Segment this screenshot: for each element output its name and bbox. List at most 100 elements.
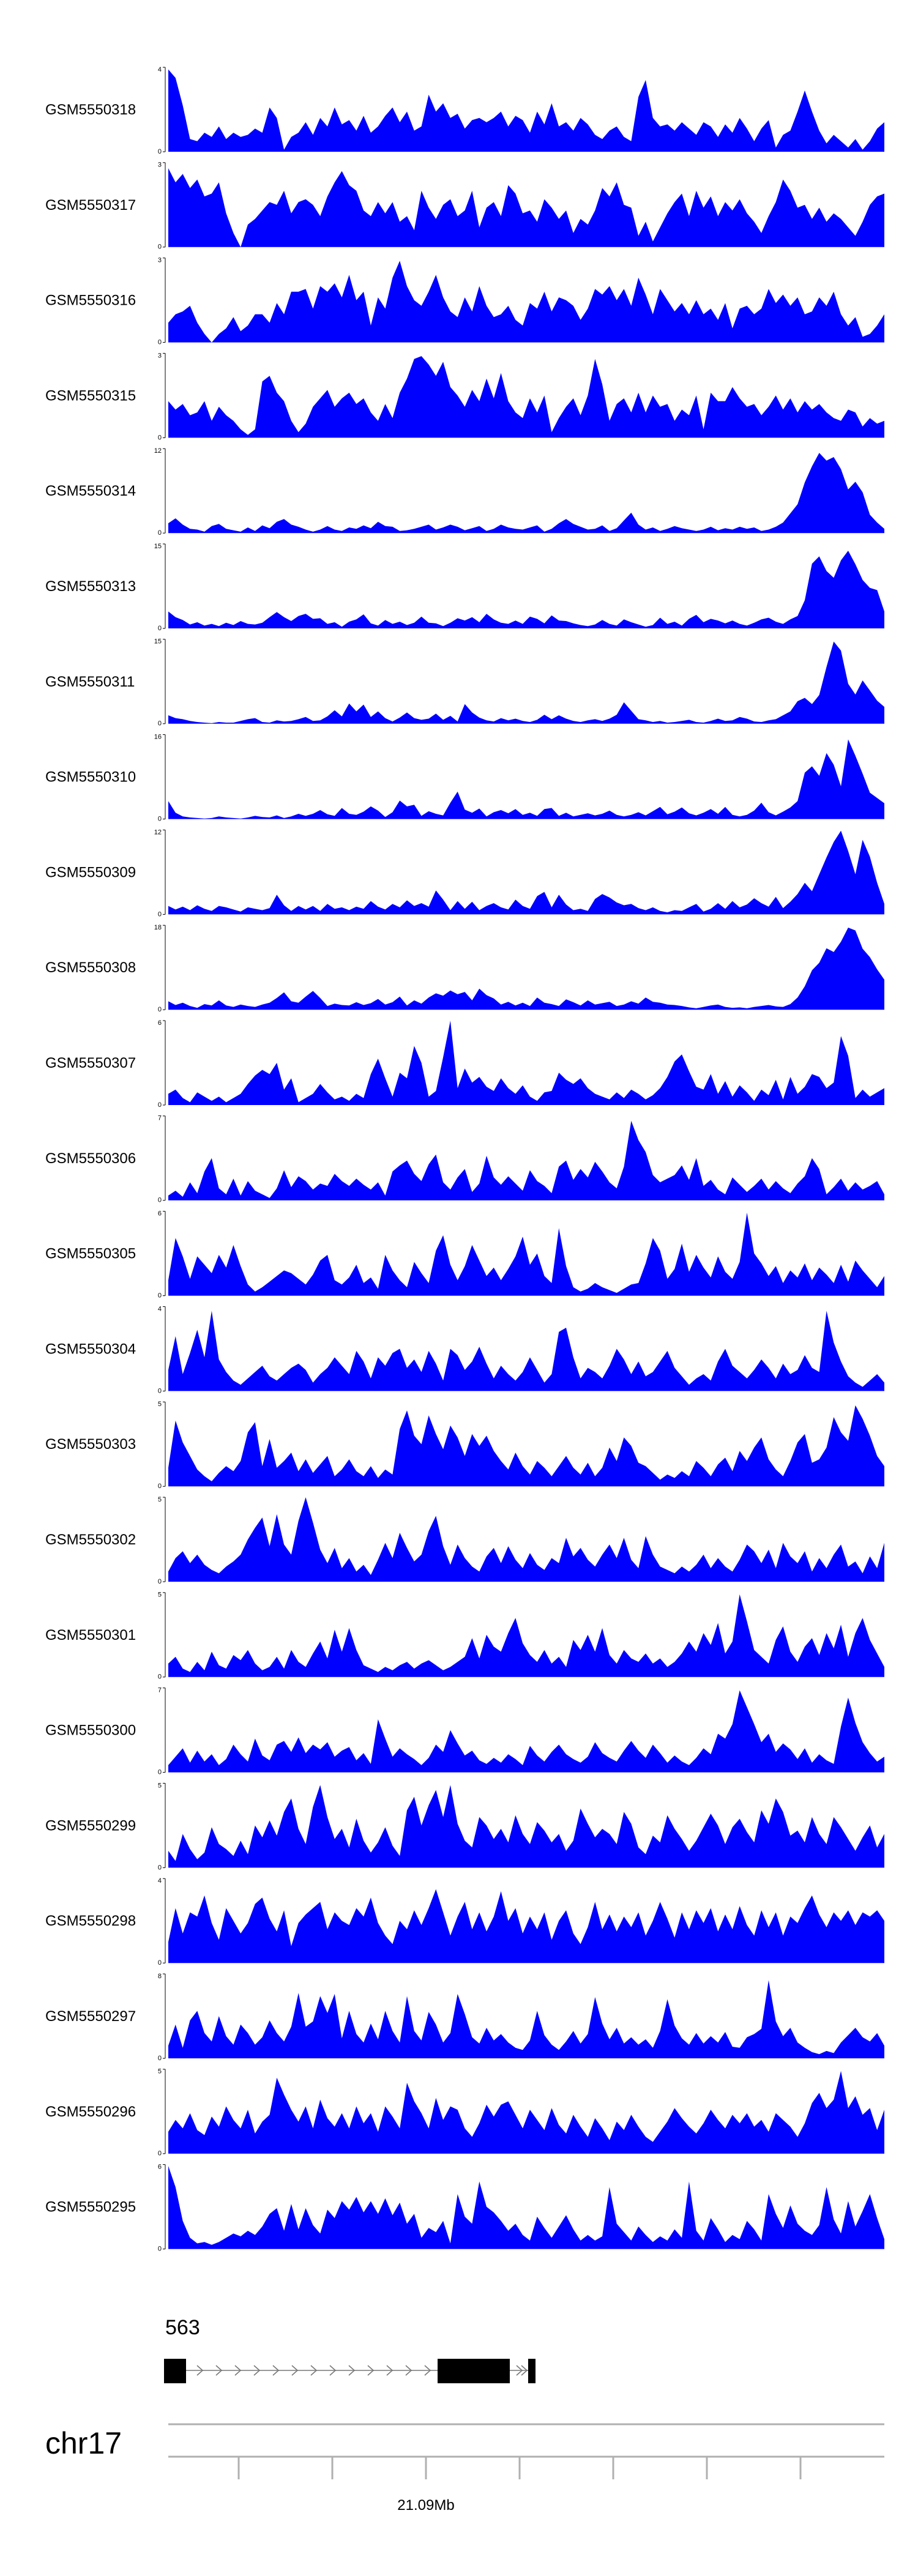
coverage-track: GSM5550304 4 0 (45, 1305, 884, 1394)
coverage-area (168, 1594, 884, 1677)
coverage-area (168, 1021, 884, 1105)
y-min-tick-label: 0 (158, 1769, 162, 1776)
y-max-tick-label: 5 (158, 1591, 162, 1599)
strand-arrow (521, 2365, 528, 2376)
coverage-track: GSM5550305 6 0 (45, 1210, 884, 1300)
gene-exon-3 (528, 2359, 536, 2383)
coverage-area (168, 1311, 884, 1391)
strand-arrow (196, 2365, 204, 2376)
coverage-area (168, 69, 884, 152)
track-label: GSM5550315 (45, 387, 136, 404)
track-label: GSM5550295 (45, 2199, 136, 2216)
coverage-track: GSM5550302 5 0 (45, 1496, 884, 1585)
track-label: GSM5550298 (45, 1913, 136, 1929)
y-min-tick-label: 0 (158, 434, 162, 441)
strand-arrow (329, 2365, 337, 2376)
y-max-tick-label: 8 (158, 1973, 162, 1980)
coverage-track: GSM5550295 6 0 (45, 2164, 884, 2253)
gene-exon-1 (164, 2359, 186, 2383)
strand-arrow (310, 2365, 318, 2376)
y-min-tick-label: 0 (158, 2246, 162, 2253)
coverage-area (168, 356, 884, 438)
y-min-tick-label: 0 (158, 625, 162, 632)
track-label: GSM5550301 (45, 1627, 136, 1644)
coverage-area (168, 1690, 884, 1773)
coverage-track: GSM5550315 3 0 (45, 352, 884, 441)
track-label: GSM5550316 (45, 292, 136, 309)
strand-arrow (386, 2365, 394, 2376)
strand-arrow (367, 2365, 375, 2376)
coverage-area (168, 1889, 884, 1964)
strand-arrow (291, 2365, 299, 2376)
track-label: GSM5550308 (45, 959, 136, 976)
coverage-track: GSM5550300 7 0 (45, 1687, 884, 1776)
y-max-tick-label: 12 (154, 828, 162, 836)
y-max-tick-label: 6 (158, 1019, 162, 1027)
y-max-tick-label: 12 (154, 447, 162, 455)
y-min-tick-label: 0 (158, 244, 162, 251)
coverage-area (168, 928, 884, 1010)
y-max-tick-label: 3 (158, 352, 162, 359)
coverage-area (168, 1980, 884, 2058)
coverage-area (168, 1120, 884, 1201)
track-label: GSM5550311 (45, 674, 135, 690)
coverage-area (168, 453, 884, 534)
y-min-tick-label: 0 (158, 1959, 162, 1967)
y-min-tick-label: 0 (158, 1292, 162, 1300)
coverage-track: GSM5550299 5 0 (45, 1782, 884, 1871)
coverage-area (168, 2165, 884, 2249)
y-max-tick-label: 5 (158, 2068, 162, 2075)
track-label: GSM5550306 (45, 1150, 136, 1167)
strand-arrow (272, 2365, 280, 2376)
coverage-track: GSM5550313 15 0 (45, 543, 884, 632)
coverage-track: GSM5550317 3 0 (45, 162, 884, 251)
y-min-tick-label: 0 (158, 1387, 162, 1394)
y-max-tick-label: 5 (158, 1401, 162, 1408)
coverage-track: GSM5550308 18 0 (45, 924, 884, 1013)
y-max-tick-label: 4 (158, 66, 162, 73)
track-label: GSM5550317 (45, 197, 136, 214)
y-max-tick-label: 3 (158, 257, 162, 264)
y-max-tick-label: 6 (158, 2164, 162, 2171)
track-label: GSM5550297 (45, 2008, 136, 2025)
y-max-tick-label: 16 (154, 734, 162, 741)
coverage-area (168, 641, 884, 724)
track-label: GSM5550309 (45, 864, 136, 880)
y-min-tick-label: 0 (158, 1197, 162, 1204)
strand-arrow (348, 2365, 356, 2376)
coverage-track: GSM5550316 3 0 (45, 257, 884, 346)
y-max-tick-label: 15 (154, 638, 162, 646)
y-min-tick-label: 0 (158, 2055, 162, 2062)
coverage-track: GSM5550297 8 0 (45, 1973, 884, 2062)
coverage-area (168, 261, 884, 343)
track-label: GSM5550296 (45, 2104, 136, 2120)
coverage-area (168, 830, 884, 915)
y-min-tick-label: 0 (158, 339, 162, 346)
y-max-tick-label: 3 (158, 162, 162, 169)
y-min-tick-label: 0 (158, 1864, 162, 1871)
gene-model: 563 (164, 2316, 536, 2383)
y-max-tick-label: 7 (158, 1115, 162, 1122)
coverage-track: GSM5550303 5 0 (45, 1401, 884, 1490)
track-label: GSM5550303 (45, 1436, 136, 1453)
axis-position-label: 21.09Mb (397, 2497, 454, 2514)
y-max-tick-label: 5 (158, 1496, 162, 1503)
strand-arrow (424, 2365, 431, 2376)
coverage-track: GSM5550301 5 0 (45, 1591, 884, 1681)
coverage-track: GSM5550309 12 0 (45, 828, 884, 918)
coverage-area (168, 1212, 884, 1296)
y-max-tick-label: 5 (158, 1782, 162, 1789)
y-max-tick-label: 4 (158, 1877, 162, 1885)
track-label: GSM5550310 (45, 769, 136, 786)
track-label: GSM5550307 (45, 1055, 136, 1071)
coverage-track: GSM5550298 4 0 (45, 1877, 884, 1967)
strand-arrow (516, 2365, 523, 2376)
track-label: GSM5550300 (45, 1722, 136, 1739)
y-min-tick-label: 0 (158, 529, 162, 537)
y-min-tick-label: 0 (158, 816, 162, 823)
track-label: GSM5550318 (45, 102, 136, 118)
y-min-tick-label: 0 (158, 1006, 162, 1013)
y-max-tick-label: 15 (154, 543, 162, 550)
intron-strand-arrows (196, 2365, 528, 2376)
coverage-area (168, 1405, 884, 1487)
